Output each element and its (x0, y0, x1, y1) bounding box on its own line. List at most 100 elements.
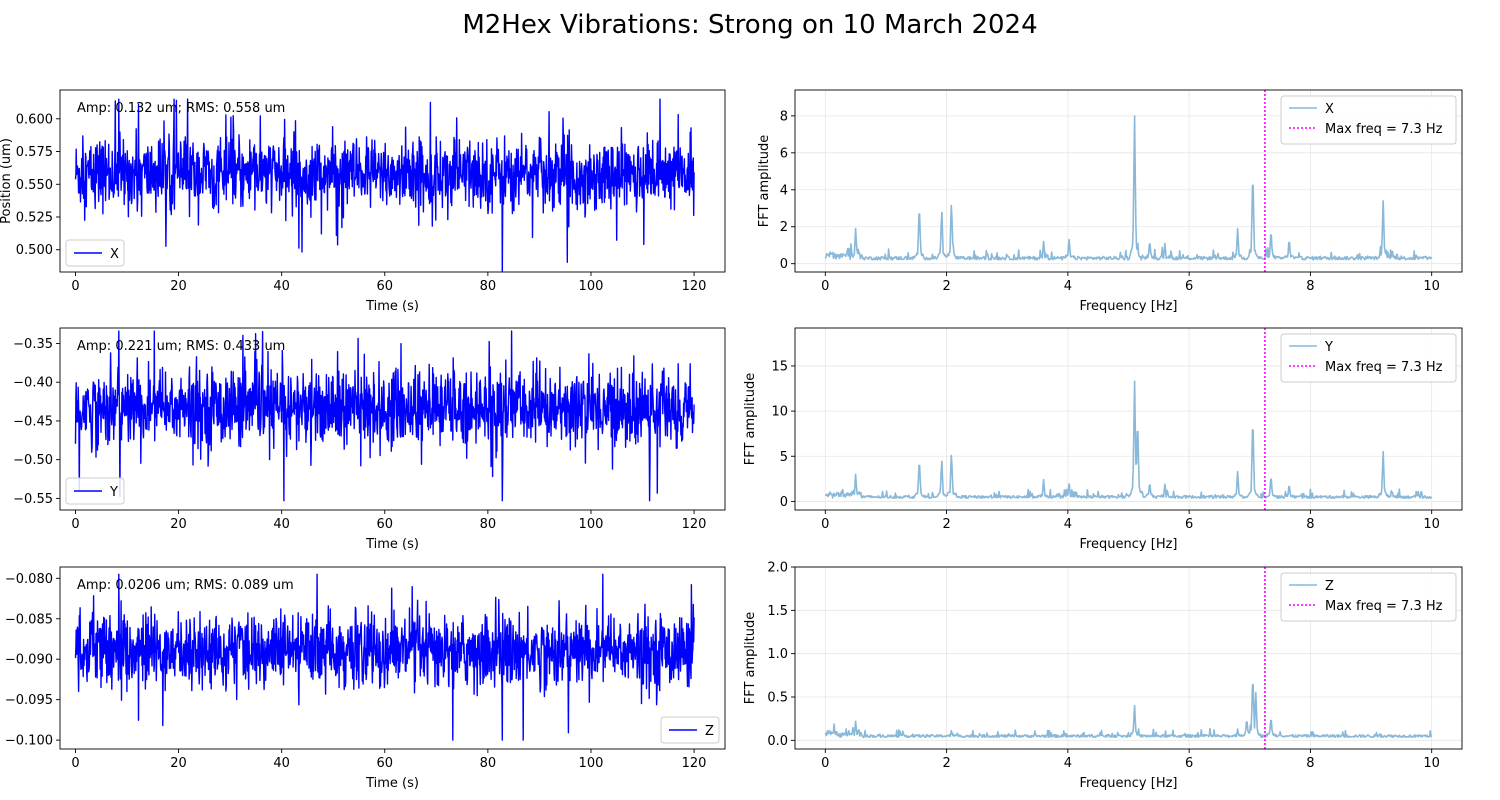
x-tick-label: 20 (170, 279, 187, 294)
y-tick-label: −0.090 (5, 653, 53, 668)
y-tick-label: 0.575 (16, 145, 53, 160)
panel-fft-y: 0 2 4 6 8 10 0 5 10 15 Frequency [Hz] FFT amplitude… (743, 327, 1463, 552)
y-tick-label: 1.0 (767, 647, 788, 662)
x-axis-label: Time (s) (365, 776, 419, 791)
axes-frame (794, 566, 1463, 750)
stats-annotation: Amp: 0.221 um; RMS: 0.433 um (77, 339, 285, 354)
y-tick-label: 0 (780, 495, 788, 510)
x-tick-label: 100 (579, 517, 604, 532)
x-tick-label: 120 (682, 517, 707, 532)
x-tick-label: 2 (942, 756, 950, 771)
legend-entry: Max freq = 7.3 Hz (1325, 599, 1443, 614)
x-tick-label: 40 (273, 517, 290, 532)
series-line-z (74, 573, 695, 741)
y-tick-label: 10 (771, 405, 788, 420)
plot-area (74, 330, 695, 502)
panel-time-x: 0 20 40 60 80 100 120 0.500 0.525 0.550 0.575 0.600… (0, 89, 726, 314)
x-tick-label: 2 (942, 279, 950, 294)
y-tick-label: −0.35 (13, 337, 53, 352)
stats-annotation: Amp: 0.0206 um; RMS: 0.089 um (77, 578, 294, 593)
y-tick-label: −0.080 (5, 572, 53, 587)
series-line-x (74, 98, 695, 272)
plot-area (74, 573, 695, 741)
x-tick-label: 0 (821, 279, 829, 294)
y-tick-label: 0.5 (767, 691, 788, 706)
legend-box (1280, 95, 1457, 145)
series-line-y (74, 330, 695, 502)
legend: X Max freq = 7.3 Hz (1280, 95, 1457, 145)
axes-frame (794, 89, 1463, 273)
legend-entry: Y (109, 485, 118, 500)
legend-entry: Y (1324, 340, 1333, 355)
x-tick-label: 60 (376, 279, 393, 294)
x-tick-label: 60 (376, 517, 393, 532)
y-tick-label: −0.100 (5, 734, 53, 749)
x-tick-label: 0 (821, 517, 829, 532)
stats-annotation: Amp: 0.132 um; RMS: 0.558 um (77, 101, 285, 116)
series-line-x (824, 115, 1433, 261)
x-tick-label: 4 (1064, 517, 1072, 532)
x-tick-label: 6 (1185, 756, 1193, 771)
x-axis-label: Frequency [Hz] (1079, 537, 1177, 552)
y-axis-label: FFT amplitude (757, 135, 772, 228)
y-tick-label: 0 (780, 257, 788, 272)
y-tick-label: 2 (780, 220, 788, 235)
x-tick-label: 2 (942, 517, 950, 532)
y-tick-label: −0.095 (5, 693, 53, 708)
y-tick-label: 0.550 (16, 178, 53, 193)
axes-frame (59, 327, 726, 511)
y-tick-label: 15 (771, 359, 788, 374)
x-tick-label: 80 (480, 279, 497, 294)
y-tick-label: 0.525 (16, 211, 53, 226)
x-axis-label: Frequency [Hz] (1079, 776, 1177, 791)
x-tick-label: 120 (682, 279, 707, 294)
legend-entry: X (1325, 102, 1334, 117)
x-tick-label: 80 (480, 517, 497, 532)
y-tick-label: 1.5 (767, 604, 788, 619)
legend: Y Max freq = 7.3 Hz (1280, 333, 1457, 383)
x-tick-label: 6 (1185, 517, 1193, 532)
x-tick-label: 4 (1064, 279, 1072, 294)
x-tick-label: 10 (1423, 517, 1440, 532)
legend-entry: Z (705, 724, 714, 739)
x-tick-label: 20 (170, 517, 187, 532)
legend-entry: Max freq = 7.3 Hz (1325, 122, 1443, 137)
legend-box (1280, 333, 1457, 383)
y-tick-label: 6 (780, 146, 788, 161)
y-tick-label: −0.085 (5, 612, 53, 627)
x-tick-label: 10 (1423, 756, 1440, 771)
y-tick-label: −0.40 (13, 376, 53, 391)
x-tick-label: 120 (682, 756, 707, 771)
x-tick-label: 10 (1423, 279, 1440, 294)
y-tick-label: 8 (780, 109, 788, 124)
y-tick-label: 4 (780, 183, 788, 198)
panel-fft-x: 0 2 4 6 8 10 0 2 4 6 8 Frequency [Hz] FFT amplitude X… (757, 89, 1463, 314)
y-tick-label: 2.0 (767, 561, 788, 576)
legend-box (1280, 572, 1457, 622)
axes-frame (59, 89, 726, 273)
x-tick-label: 40 (273, 756, 290, 771)
x-tick-label: 60 (376, 756, 393, 771)
x-tick-label: 0 (821, 756, 829, 771)
plot-area (824, 683, 1432, 739)
series-line-z (824, 683, 1432, 739)
x-tick-label: 8 (1306, 279, 1314, 294)
legend-entry: X (110, 247, 119, 262)
x-tick-label: 0 (71, 517, 79, 532)
y-axis-label: FFT amplitude (743, 373, 758, 466)
legend-entry: Z (1325, 579, 1334, 594)
panel-time-z: 0 20 40 60 80 100 120 −0.100 −0.095 −0.090 −0.085 −… (5, 566, 726, 791)
x-tick-label: 20 (170, 756, 187, 771)
x-axis-label: Time (s) (365, 537, 419, 552)
x-tick-label: 100 (579, 279, 604, 294)
y-axis-label: Position (um) (0, 138, 14, 224)
plot-area (824, 115, 1433, 261)
plot-area (824, 380, 1433, 500)
legend-entry: Max freq = 7.3 Hz (1325, 360, 1443, 375)
legend: Z Max freq = 7.3 Hz (1280, 572, 1457, 622)
legend: Y (65, 477, 125, 505)
y-tick-label: −0.55 (13, 492, 53, 507)
x-tick-label: 40 (273, 279, 290, 294)
panel-time-y: 0 20 40 60 80 100 120 −0.55 −0.50 −0.45 −0.40 −0.35… (13, 327, 726, 552)
